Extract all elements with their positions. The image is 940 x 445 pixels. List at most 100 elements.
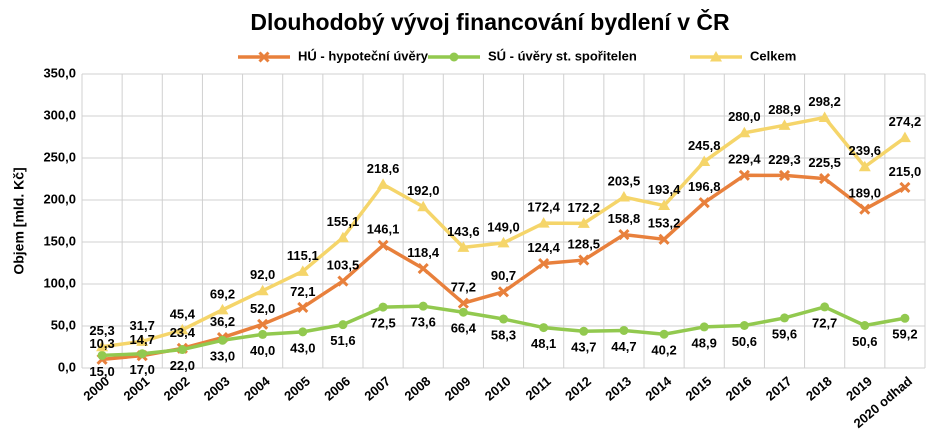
data-label: 229,4	[728, 152, 761, 167]
marker	[539, 323, 549, 333]
x-tick-label: 2002	[161, 373, 193, 403]
legend-item: HÚ - hypoteční úvěry	[238, 48, 429, 63]
data-label: 69,2	[210, 286, 235, 301]
marker	[618, 229, 630, 241]
x-tick-label: 2017	[763, 373, 795, 403]
marker	[336, 231, 349, 243]
marker	[899, 181, 911, 193]
data-label: 149,0	[487, 219, 520, 234]
data-label: 288,9	[768, 102, 801, 117]
marker	[296, 265, 309, 276]
marker	[257, 318, 269, 330]
data-label: 73,6	[411, 315, 436, 330]
y-tick-label: 0,0	[58, 359, 76, 374]
marker	[780, 313, 789, 323]
data-label: 43,0	[290, 340, 315, 355]
data-label: 33,0	[210, 349, 235, 364]
data-label: 36,2	[210, 314, 235, 329]
marker	[699, 322, 709, 332]
y-axis-title: Objem [mld. Kč]	[11, 167, 27, 274]
marker	[497, 236, 510, 248]
legend-label: HÚ - hypoteční úvěry	[298, 48, 429, 63]
data-label: 128,5	[568, 236, 601, 251]
marker	[819, 173, 831, 185]
marker	[860, 320, 870, 330]
marker	[578, 254, 590, 266]
data-label: 103,5	[327, 257, 360, 272]
x-tick-label: 2003	[201, 373, 233, 403]
marker	[778, 169, 791, 181]
x-tick-label: 2007	[361, 373, 393, 403]
data-label: 72,1	[290, 284, 315, 299]
data-label: 118,4	[407, 245, 440, 260]
data-label: 17,0	[130, 362, 155, 377]
x-tick-label: 2006	[321, 373, 353, 403]
marker	[377, 239, 389, 251]
marker	[738, 169, 750, 181]
data-label: 155,1	[327, 214, 360, 229]
marker	[96, 340, 109, 352]
y-tick-label: 100,0	[43, 275, 76, 290]
marker	[176, 323, 189, 335]
data-label: 124,4	[527, 240, 560, 255]
data-label: 245,8	[688, 138, 721, 153]
data-label: 48,9	[692, 335, 717, 350]
marker	[818, 111, 831, 123]
marker	[258, 51, 270, 63]
data-label: 239,6	[849, 143, 882, 158]
data-label: 193,4	[648, 182, 681, 197]
x-tick-label: 2019	[843, 373, 875, 403]
y-tick-label: 350,0	[43, 65, 76, 80]
marker	[378, 302, 388, 312]
data-label: 298,2	[808, 94, 841, 109]
data-label: 274,2	[889, 114, 922, 129]
marker	[658, 199, 671, 211]
marker	[97, 350, 107, 360]
data-label: 14,7	[130, 332, 155, 347]
marker	[256, 284, 269, 296]
data-label: 51,6	[330, 333, 355, 348]
marker	[658, 233, 670, 245]
data-label: 66,4	[451, 321, 477, 336]
x-tick-label: 2015	[683, 373, 715, 403]
data-label: 196,8	[688, 179, 721, 194]
data-label: 23,4	[170, 325, 196, 340]
x-tick-label: 2010	[482, 373, 514, 403]
data-label: 192,0	[407, 183, 440, 198]
data-label: 59,2	[892, 327, 917, 342]
x-tick-label: 2005	[281, 373, 313, 403]
data-label: 50,6	[732, 334, 757, 349]
data-label: 143,6	[447, 224, 480, 239]
data-label: 215,0	[889, 164, 922, 179]
data-label: 52,0	[250, 301, 275, 316]
marker	[457, 297, 469, 309]
marker	[738, 126, 751, 138]
data-label: 59,6	[772, 326, 797, 341]
x-tick-label: 2009	[442, 373, 474, 403]
marker	[499, 314, 508, 324]
data-label: 50,6	[852, 334, 877, 349]
marker	[457, 241, 470, 252]
marker	[337, 275, 349, 287]
legend-item: SÚ - úvěry st. spořitelen	[428, 48, 637, 63]
data-label: 203,5	[608, 173, 641, 188]
data-label: 72,7	[812, 315, 837, 330]
data-label: 48,1	[531, 336, 556, 351]
data-label: 225,5	[808, 155, 841, 170]
marker	[858, 160, 871, 172]
marker	[418, 301, 428, 311]
x-tick-label: 2014	[642, 373, 674, 404]
marker	[537, 217, 550, 228]
legend-label: SÚ - úvěry st. spořitelen	[488, 48, 637, 63]
y-tick-label: 300,0	[43, 107, 76, 122]
x-tick-label: 2013	[602, 373, 634, 403]
marker	[538, 257, 550, 270]
data-label: 218,6	[367, 161, 400, 176]
marker	[698, 197, 710, 209]
marker	[338, 320, 348, 330]
data-label: 172,4	[527, 200, 560, 215]
data-label: 153,2	[648, 216, 681, 231]
legend-item: Celkem	[690, 48, 796, 63]
data-label: 15,0	[89, 364, 114, 379]
